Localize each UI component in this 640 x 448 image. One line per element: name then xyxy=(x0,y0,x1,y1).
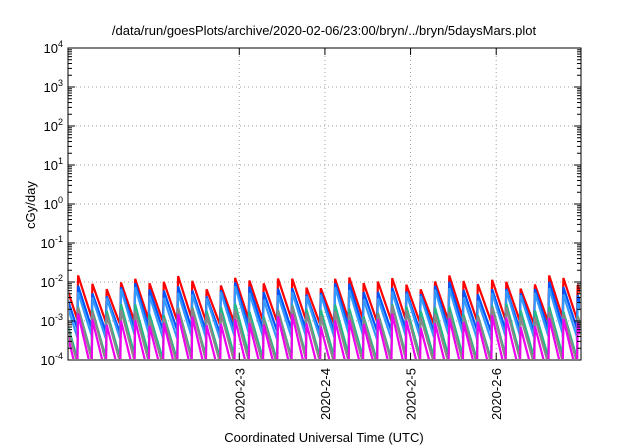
x-axis-label: Coordinated Universal Time (UTC) xyxy=(224,430,423,445)
y-tick-label: 102 xyxy=(44,117,63,134)
x-tick-label: 2020-2-4 xyxy=(318,368,333,420)
chart-title: /data/run/goesPlots/archive/2020-02-06/2… xyxy=(112,23,537,38)
y-tick-label: 103 xyxy=(44,78,63,95)
y-tick-label: 10-4 xyxy=(41,351,63,368)
y-tick-label: 100 xyxy=(44,195,63,212)
x-tick-label: 2020-2-3 xyxy=(232,368,247,420)
series-layer xyxy=(69,275,580,359)
x-tick-label: 2020-2-6 xyxy=(489,368,504,420)
y-tick-label: 10-2 xyxy=(41,273,63,290)
y-tick-label: 10-1 xyxy=(41,234,63,251)
y-tick-label: 104 xyxy=(44,39,63,56)
y-tick-label: 10-3 xyxy=(41,312,63,329)
x-axis: 2020-2-3 2020-2-4 2020-2-5 2020-2-6 xyxy=(232,48,504,420)
x-tick-label: 2020-2-5 xyxy=(404,368,419,420)
y-tick-label: 101 xyxy=(44,156,63,173)
series-line xyxy=(69,313,580,359)
y-axis-label: cGy/day xyxy=(23,181,38,229)
y-axis: 104 103 102 101 100 10-1 10-2 10-3 10-4 xyxy=(41,39,581,368)
